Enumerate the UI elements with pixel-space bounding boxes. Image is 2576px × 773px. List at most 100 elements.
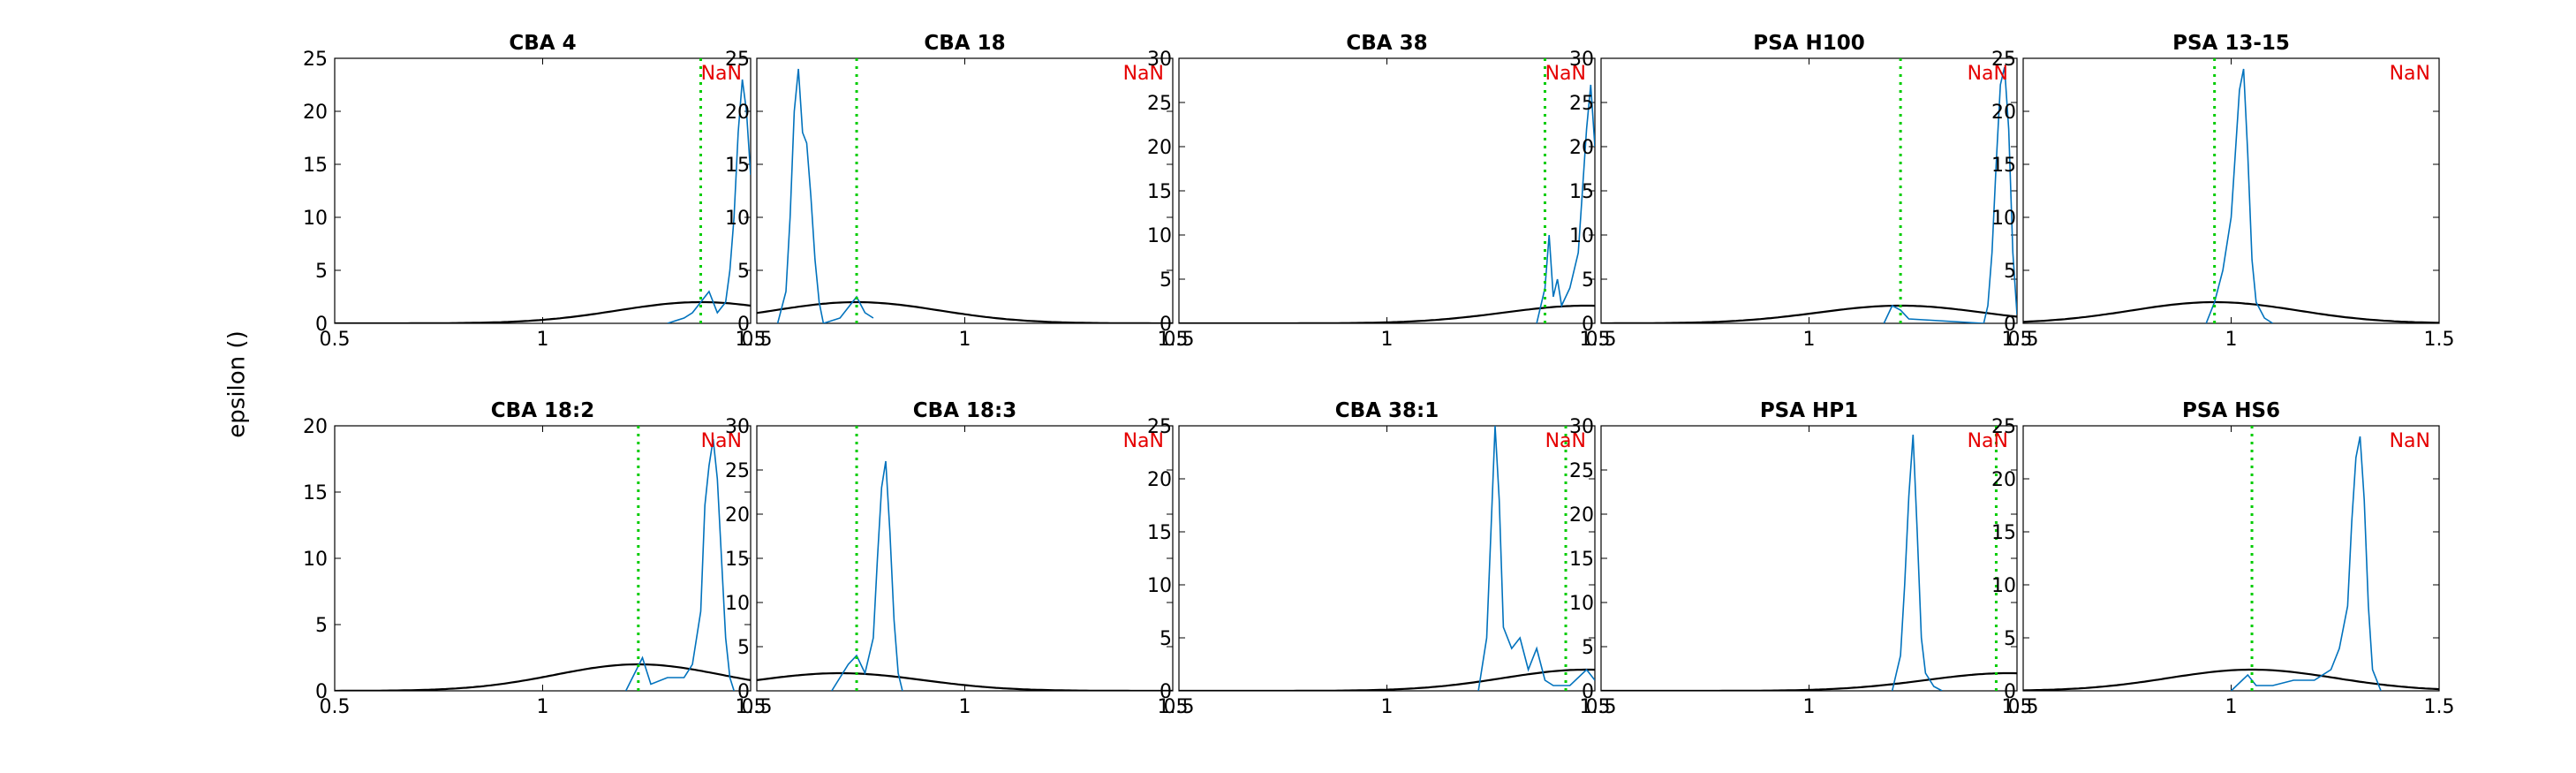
subplot-1: CBA 4 0 5 10 15 20 25 0.5 1 1.5 NaN <box>303 32 767 351</box>
axes-box <box>1178 57 1596 324</box>
subplot-title: CBA 18:3 <box>913 399 1016 422</box>
axes-box <box>1600 425 2018 692</box>
x-tick-label: 1.5 <box>2002 329 2033 351</box>
x-tick-label: 0.5 <box>320 329 351 351</box>
x-tick-label: 1.5 <box>1580 329 1611 351</box>
y-tick-label: 20 <box>725 102 750 124</box>
y-tick-label: 20 <box>303 416 328 438</box>
y-tick-label: 20 <box>1147 469 1172 491</box>
gaussian-curve <box>757 671 1173 691</box>
subplot-6: CBA 18:2 0 5 10 15 20 0.5 1 1.5 NaN <box>303 399 767 718</box>
x-tick-label: 0.5 <box>2008 696 2039 718</box>
histogram-series <box>831 460 903 691</box>
y-tick-label: 20 <box>1569 504 1594 527</box>
gaussian-curve <box>2023 300 2439 323</box>
x-tick-label: 1.5 <box>2424 696 2455 718</box>
histogram-series <box>1536 84 1595 323</box>
y-tick-label: 5 <box>1582 637 1594 659</box>
subplot-title: CBA 18 <box>924 32 1005 55</box>
y-tick-label: 5 <box>2004 628 2016 650</box>
y-tick-label: 20 <box>303 102 328 124</box>
y-tick-label: 10 <box>1147 575 1172 597</box>
y-tick-label: 5 <box>2004 261 2016 283</box>
y-tick-label: 15 <box>1147 181 1172 203</box>
x-tick-label: 1 <box>959 696 971 718</box>
subplot-9: PSA HP1 0 5 10 15 20 25 30 0.5 1 1.5 NaN <box>1569 399 2033 718</box>
x-tick-label: 1.5 <box>2002 696 2033 718</box>
subplot-title: PSA HP1 <box>1760 399 1858 422</box>
y-tick-label: 15 <box>1569 181 1594 203</box>
y-tick-label: 10 <box>1147 225 1172 247</box>
x-tick-label: 1 <box>1803 329 1816 351</box>
y-tick-label: 25 <box>1991 416 2016 438</box>
y-tick-label: 25 <box>725 49 750 71</box>
axes-box <box>2022 57 2440 324</box>
gaussian-curve <box>2023 668 2439 691</box>
y-tick-label: 20 <box>1991 102 2016 124</box>
y-tick-label: 30 <box>1569 416 1594 438</box>
subplot-3: CBA 38 0 5 10 15 20 25 30 0.5 1 1.5 NaN <box>1147 32 1611 351</box>
histogram-series <box>2230 436 2382 691</box>
x-tick-label: 0.5 <box>320 696 351 718</box>
nan-annotation: NaN <box>1545 63 1586 85</box>
x-tick-label: 0.5 <box>1164 329 1195 351</box>
y-tick-label: 0 <box>1582 314 1594 336</box>
y-tick-label: 5 <box>737 261 750 283</box>
nan-annotation: NaN <box>1968 63 2008 85</box>
y-tick-label: 15 <box>303 482 328 504</box>
x-tick-label: 1 <box>537 329 549 351</box>
x-tick-label: 1.5 <box>1158 696 1189 718</box>
y-tick-label: 5 <box>1582 269 1594 292</box>
y-tick-label: 25 <box>1569 93 1594 115</box>
y-tick-label: 0 <box>737 681 750 703</box>
x-tick-label: 1.5 <box>736 329 767 351</box>
y-tick-label: 5 <box>315 261 328 283</box>
y-tick-label: 0 <box>1582 681 1594 703</box>
gaussian-curve <box>1179 668 1595 691</box>
y-tick-label: 15 <box>1147 522 1172 544</box>
x-tick-label: 1.5 <box>1580 696 1611 718</box>
x-tick-label: 0.5 <box>1586 329 1617 351</box>
axes-box <box>334 57 752 324</box>
histogram-series <box>1891 434 1943 691</box>
y-tick-label: 0 <box>737 314 750 336</box>
y-tick-label: 25 <box>1569 460 1594 482</box>
subplot-5: PSA 13-15 0 5 10 15 20 25 0.5 1 1.5 NaN <box>1991 32 2455 351</box>
y-tick-label: 5 <box>1160 269 1172 292</box>
gaussian-curve <box>1601 671 2017 691</box>
y-tick-label: 0 <box>315 681 328 703</box>
x-tick-label: 1 <box>1381 329 1394 351</box>
subplot-title: PSA 13-15 <box>2172 32 2290 55</box>
axes-box <box>756 57 1174 324</box>
x-tick-label: 0.5 <box>1164 696 1195 718</box>
x-tick-label: 0.5 <box>742 696 773 718</box>
y-tick-label: 30 <box>1147 49 1172 71</box>
y-tick-label: 5 <box>1160 628 1172 650</box>
y-tick-label: 10 <box>725 593 750 615</box>
gaussian-curve <box>335 663 751 691</box>
y-tick-label: 10 <box>1991 575 2016 597</box>
y-tick-label: 0 <box>1160 314 1172 336</box>
nan-annotation: NaN <box>701 63 742 85</box>
histogram-series <box>2205 68 2274 323</box>
x-tick-label: 0.5 <box>742 329 773 351</box>
axes-box <box>334 425 752 692</box>
y-tick-label: 5 <box>315 615 328 637</box>
axes-box <box>2022 425 2440 692</box>
y-tick-label: 15 <box>303 155 328 177</box>
x-tick-label: 1 <box>2225 329 2238 351</box>
y-tick-label: 10 <box>1569 593 1594 615</box>
y-tick-label: 25 <box>1147 416 1172 438</box>
y-tick-label: 30 <box>1569 49 1594 71</box>
nan-annotation: NaN <box>2390 430 2430 452</box>
subplot-title: CBA 4 <box>509 32 576 55</box>
y-tick-label: 25 <box>725 460 750 482</box>
gaussian-curve <box>757 300 1173 323</box>
subplot-title: CBA 38:1 <box>1335 399 1439 422</box>
subplot-2: CBA 18 0 5 10 15 20 25 0.5 1 1.5 NaN <box>725 32 1189 351</box>
x-tick-label: 1.5 <box>1158 329 1189 351</box>
y-tick-label: 20 <box>725 504 750 527</box>
subplot-4: PSA H100 0 5 10 15 20 25 30 0.5 1 1.5 NaN <box>1569 32 2033 351</box>
axes-box <box>1600 57 2018 324</box>
y-tick-label: 0 <box>2004 314 2016 336</box>
